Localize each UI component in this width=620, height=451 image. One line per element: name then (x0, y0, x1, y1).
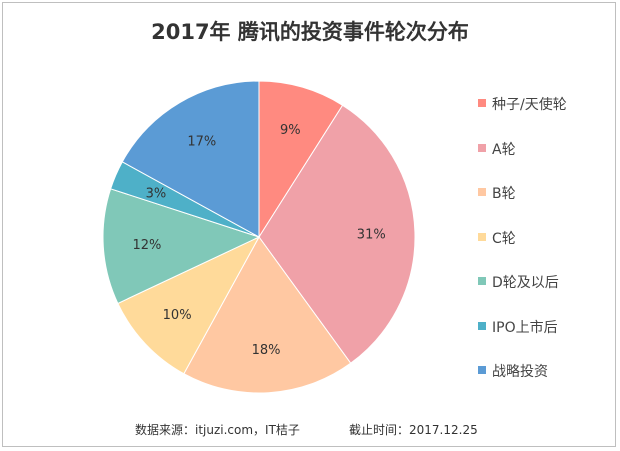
legend-item: D轮及以后 (478, 272, 567, 317)
legend-swatch (478, 188, 486, 196)
legend-label: IPO上市后 (492, 319, 558, 336)
pie-slice (102, 188, 261, 305)
slice-label: 12% (132, 238, 161, 253)
legend: 种子/天使轮 A轮 B轮 C轮 D轮及以后 IPO上市后 战略投资 (478, 94, 567, 406)
legend-label: A轮 (492, 141, 516, 158)
legend-swatch (478, 99, 486, 107)
slice-label: 3% (146, 186, 167, 201)
legend-label: 种子/天使轮 (492, 97, 567, 113)
pie-slice (117, 235, 261, 375)
legend-label: D轮及以后 (492, 275, 559, 291)
legend-swatch (478, 277, 486, 285)
legend-item: IPO上市后 (478, 317, 567, 362)
legend-label: 战略投资 (492, 364, 548, 380)
legend-item: A轮 (478, 139, 567, 184)
pie-slice (258, 104, 416, 364)
legend-item: 种子/天使轮 (478, 94, 567, 139)
date-note: 截止时间：2017.12.25 (349, 423, 478, 437)
legend-swatch (478, 143, 486, 152)
pie-slice (258, 80, 344, 239)
slice-label: 17% (187, 134, 216, 149)
slice-label: 18% (252, 343, 281, 358)
chart-frame (2, 2, 616, 447)
slice-label: 10% (163, 308, 192, 323)
legend-label: B轮 (492, 186, 516, 202)
slice-label: 9% (280, 123, 301, 138)
slice-label: 31% (357, 227, 386, 242)
legend-swatch (478, 321, 486, 330)
legend-label: C轮 (492, 230, 516, 247)
legend-swatch (478, 232, 486, 241)
legend-item: B轮 (478, 183, 567, 228)
legend-item: C轮 (478, 228, 567, 273)
chart-title: 2017年 腾讯的投资事件轮次分布 (151, 20, 469, 44)
legend-item: 战略投资 (478, 361, 567, 406)
legend-swatch (478, 366, 486, 374)
source-note: 数据来源：itjuzi.com，IT桔子 (135, 423, 300, 437)
pie-slice (183, 236, 352, 394)
pie-slice (121, 80, 260, 238)
